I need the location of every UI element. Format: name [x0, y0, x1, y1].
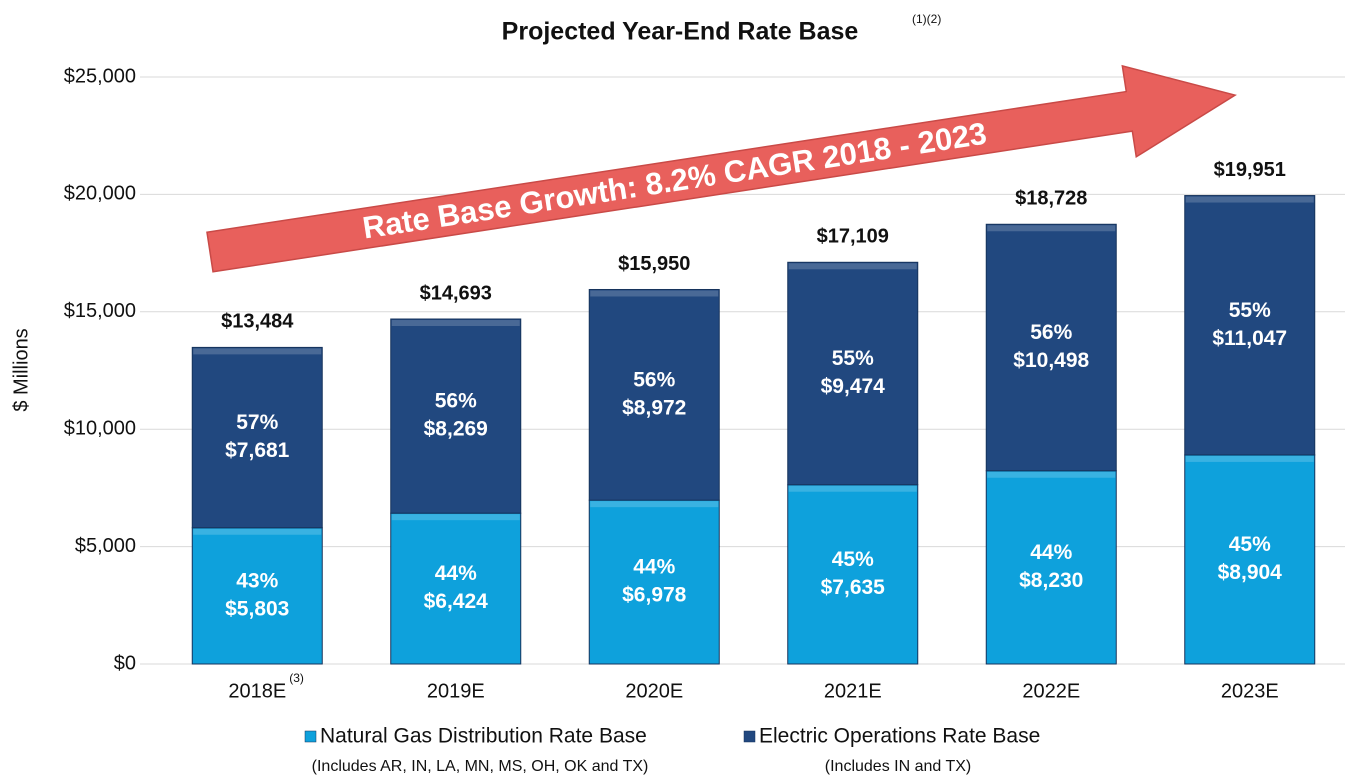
arrow-shape — [206, 64, 1237, 273]
value-label: $7,681 — [225, 439, 290, 462]
bar-segment — [985, 223, 1117, 472]
legend-swatch — [743, 730, 756, 743]
share-label: 56% — [1030, 321, 1072, 344]
y-tick-label: $5,000 — [75, 535, 136, 557]
legend: Natural Gas Distribution Rate Base (Inclu… — [304, 725, 1040, 775]
total-label: $15,950 — [618, 253, 690, 275]
share-label: 44% — [1030, 541, 1072, 564]
y-axis-label: $ Millions — [10, 328, 32, 411]
arrow-annotation: Rate Base Growth: 8.2% CAGR 2018 - 2023 — [360, 116, 989, 246]
value-label: $8,269 — [424, 418, 488, 441]
bar-segment — [390, 318, 522, 514]
y-tick-label: $20,000 — [64, 183, 136, 205]
x-tick-label: 2019E — [427, 680, 485, 702]
share-label: 57% — [236, 411, 278, 434]
bar-bevel — [193, 348, 322, 355]
bar-segment — [787, 261, 919, 486]
value-label: $5,803 — [225, 597, 289, 620]
chart-title: Projected Year-End Rate Base — [502, 18, 859, 46]
value-label: $6,424 — [424, 590, 489, 613]
total-label: $14,693 — [420, 282, 492, 304]
value-label: $7,635 — [821, 576, 886, 599]
share-label: 45% — [1229, 533, 1271, 556]
x-tick-label: 2023E — [1221, 680, 1279, 702]
x-tick-label: 2022E — [1022, 680, 1080, 702]
total-label: $13,484 — [221, 311, 294, 333]
share-label: 55% — [832, 347, 874, 370]
value-label: $10,498 — [1013, 349, 1089, 372]
bar-bevel — [788, 485, 917, 492]
x-tick-label: 2021E — [824, 680, 882, 702]
bar-segment — [191, 346, 323, 529]
bar-bevel — [1185, 196, 1314, 203]
y-tick-label: $0 — [114, 652, 136, 674]
y-tick-label: $15,000 — [64, 300, 136, 322]
value-label: $8,230 — [1019, 569, 1083, 592]
total-label: $19,951 — [1214, 159, 1286, 181]
total-label: $17,109 — [817, 226, 889, 248]
bar-bevel — [590, 290, 719, 297]
bar-segment — [1184, 454, 1316, 665]
share-label: 44% — [633, 556, 675, 579]
legend-label: Electric Operations Rate Base — [759, 725, 1040, 748]
legend-label: Natural Gas Distribution Rate Base — [320, 725, 647, 748]
share-label: 45% — [832, 548, 874, 571]
bar-segment — [787, 484, 919, 665]
x-tick-label: 2020E — [625, 680, 683, 702]
value-label: $9,474 — [821, 375, 886, 398]
value-label: $8,972 — [622, 396, 686, 419]
bar-bevel — [788, 263, 917, 270]
bar-bevel — [987, 225, 1116, 232]
y-tick-label: $25,000 — [64, 65, 136, 87]
y-tick-label: $10,000 — [64, 417, 136, 439]
bar-bevel — [391, 514, 520, 521]
category-note: (3) — [289, 671, 304, 685]
bar-segment — [588, 499, 720, 665]
bar-segment — [588, 288, 720, 501]
x-tick-label: 2018E — [228, 680, 286, 702]
bar-segment — [1184, 195, 1316, 456]
bar-segment — [985, 470, 1117, 665]
share-label: 56% — [435, 390, 477, 413]
total-label: $18,728 — [1015, 188, 1087, 210]
plot-area: $0 $5,000 $10,000 $15,000 $20,000 $25,000 43% $… — [64, 65, 1345, 702]
value-label: $8,904 — [1218, 561, 1283, 584]
share-label: 56% — [633, 368, 675, 391]
bar-segment — [390, 512, 522, 665]
bar-bevel — [987, 471, 1116, 478]
title-note: (1)(2) — [912, 12, 941, 26]
bar-bevel — [193, 528, 322, 535]
share-label: 44% — [435, 562, 477, 585]
legend-note: (Includes IN and TX) — [825, 758, 971, 775]
share-label: 55% — [1229, 299, 1271, 322]
bar-segment — [191, 527, 323, 665]
share-label: 43% — [236, 569, 278, 592]
bar-bevel — [1185, 455, 1314, 462]
bar-bevel — [590, 501, 719, 508]
legend-swatch — [304, 730, 317, 743]
value-label: $11,047 — [1212, 327, 1287, 350]
bar-bevel — [391, 320, 520, 327]
value-label: $6,978 — [622, 584, 687, 607]
legend-note: (Includes AR, IN, LA, MN, MS, OH, OK and… — [312, 758, 649, 775]
